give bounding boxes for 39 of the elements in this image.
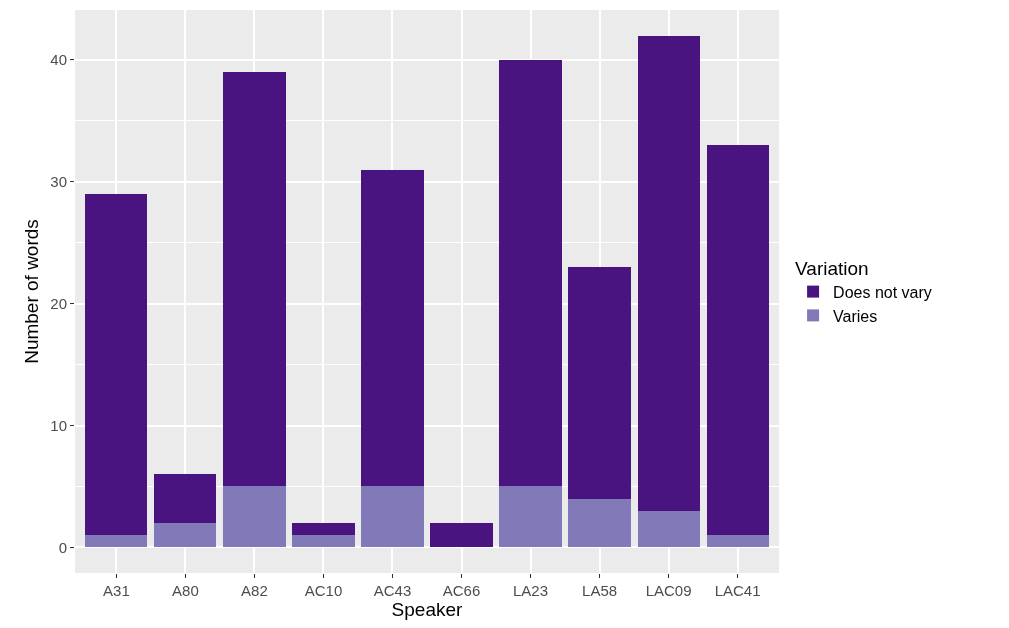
bar (637, 510, 700, 548)
x-axis-title: Speaker (391, 599, 464, 620)
y-tick-label: 30 (50, 173, 67, 191)
x-tick-label: A31 (103, 582, 130, 599)
x-tick-label: LA58 (582, 582, 618, 599)
legend-label: Does not vary (833, 283, 932, 301)
bar (430, 523, 493, 548)
x-tick-label: AC66 (442, 582, 481, 599)
bar (568, 267, 631, 499)
y-tick-label: 40 (50, 51, 67, 69)
bar (361, 486, 424, 548)
bar (292, 523, 355, 536)
legend-title: Variation (795, 257, 869, 279)
x-tick-label: AC43 (373, 582, 412, 599)
bar (154, 523, 217, 548)
bar (85, 194, 148, 536)
bar (706, 145, 769, 536)
legend-label: Varies (833, 307, 878, 325)
bar (361, 169, 424, 487)
bar (637, 35, 700, 511)
bar (499, 59, 562, 487)
bar (154, 474, 217, 524)
bar (292, 535, 355, 548)
bar (223, 72, 286, 487)
bar (85, 535, 148, 548)
x-tick-label: LA23 (513, 582, 549, 599)
bar (223, 486, 286, 548)
x-tick-label: A82 (241, 582, 268, 599)
y-tick-label: 0 (58, 538, 67, 556)
x-tick-label: LAC41 (714, 582, 761, 599)
y-tick-label: 10 (50, 416, 67, 434)
bar (499, 486, 562, 548)
y-axis-title: Number of words (21, 219, 43, 364)
x-tick-label: AC10 (304, 582, 343, 599)
y-tick-label: 20 (50, 294, 67, 312)
x-tick-label: A80 (172, 582, 199, 599)
bar (568, 498, 631, 548)
bar (706, 535, 769, 548)
x-tick-label: LAC09 (645, 582, 692, 599)
